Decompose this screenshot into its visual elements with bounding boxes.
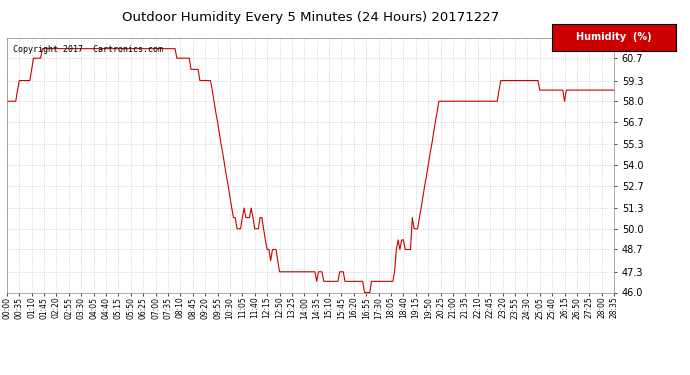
Text: Outdoor Humidity Every 5 Minutes (24 Hours) 20171227: Outdoor Humidity Every 5 Minutes (24 Hou… <box>122 11 499 24</box>
Text: Copyright 2017  Cartronics.com: Copyright 2017 Cartronics.com <box>13 45 163 54</box>
Text: Humidity  (%): Humidity (%) <box>576 33 652 42</box>
